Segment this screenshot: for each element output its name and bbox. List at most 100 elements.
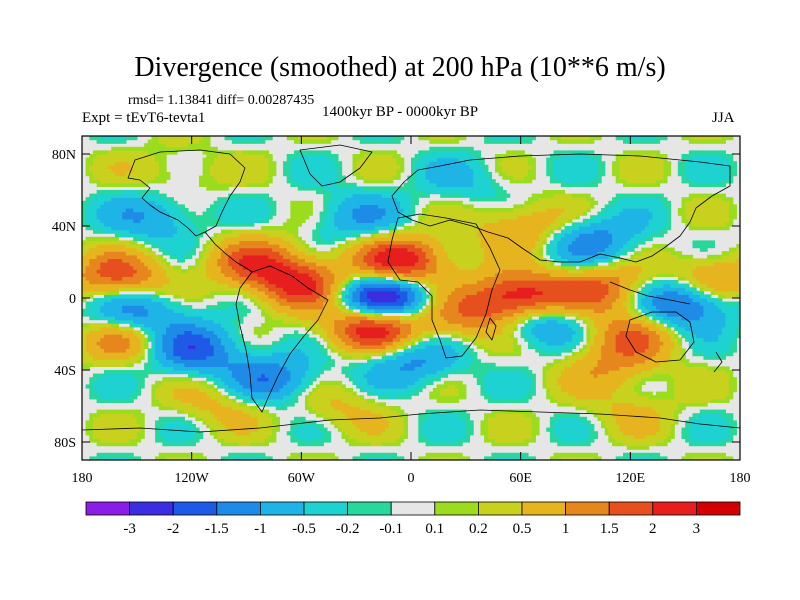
field-cell xyxy=(666,420,672,425)
field-cell xyxy=(626,337,631,342)
field-cell xyxy=(111,334,116,339)
field-cell xyxy=(195,398,200,403)
field-cell xyxy=(495,334,500,339)
field-cell xyxy=(703,362,708,367)
field-cell xyxy=(129,352,134,357)
field-cell xyxy=(257,452,262,457)
field-cell xyxy=(111,434,116,439)
field-cell xyxy=(476,330,482,335)
field-cell xyxy=(184,388,189,393)
field-cell xyxy=(378,344,383,349)
field-cell xyxy=(326,330,332,335)
field-cell xyxy=(659,413,664,418)
field-cell xyxy=(162,341,167,346)
field-cell xyxy=(385,424,390,429)
field-cell xyxy=(421,431,427,436)
field-cell xyxy=(725,352,730,357)
field-cell xyxy=(363,384,368,389)
field-cell xyxy=(593,452,599,457)
field-cell xyxy=(359,348,365,353)
field-cell xyxy=(209,348,215,353)
field-cell xyxy=(495,388,500,393)
field-cell xyxy=(425,416,430,421)
field-cell xyxy=(304,438,310,443)
field-cell xyxy=(568,370,573,375)
field-cell xyxy=(685,388,690,393)
field-cell xyxy=(524,413,529,418)
field-cell xyxy=(520,456,525,460)
field-cell xyxy=(564,370,569,375)
field-cell xyxy=(195,380,200,385)
field-cell xyxy=(630,424,635,429)
field-cell xyxy=(436,431,441,436)
field-cell xyxy=(114,326,120,331)
field-cell xyxy=(593,395,599,400)
field-cell xyxy=(418,348,423,353)
field-cell xyxy=(681,362,686,367)
field-cell xyxy=(400,337,405,342)
field-cell xyxy=(429,370,434,375)
field-cell xyxy=(586,427,591,432)
field-cell xyxy=(546,334,551,339)
field-cell xyxy=(231,420,237,425)
field-cell xyxy=(623,348,628,353)
field-cell xyxy=(652,452,657,457)
field-cell xyxy=(180,391,185,396)
field-cell xyxy=(114,452,120,457)
field-cell xyxy=(549,427,555,432)
field-cell xyxy=(524,420,529,425)
field-cell xyxy=(275,380,280,385)
field-cell xyxy=(699,424,705,429)
field-cell xyxy=(469,362,474,367)
field-cell xyxy=(443,337,449,342)
field-cell xyxy=(169,362,174,367)
field-cell xyxy=(688,341,694,346)
field-cell xyxy=(188,334,193,339)
field-cell xyxy=(191,391,196,396)
field-cell xyxy=(177,362,182,367)
field-cell xyxy=(612,373,617,378)
field-cell xyxy=(546,330,551,335)
field-cell xyxy=(209,344,215,349)
field-cell xyxy=(506,442,511,447)
field-cell xyxy=(688,402,694,407)
field-cell xyxy=(206,366,211,371)
field-cell xyxy=(235,373,240,378)
field-cell xyxy=(721,398,726,403)
field-cell xyxy=(217,352,222,357)
field-cell xyxy=(224,377,229,382)
field-cell xyxy=(315,344,321,349)
field-cell xyxy=(264,384,270,389)
field-cell xyxy=(220,373,226,378)
field-cell xyxy=(612,398,617,403)
field-cell xyxy=(370,330,376,335)
field-cell xyxy=(242,362,248,367)
field-cell xyxy=(421,352,427,357)
field-cell xyxy=(571,355,577,360)
field-cell xyxy=(557,452,562,457)
field-cell xyxy=(659,420,664,425)
field-cell xyxy=(294,456,299,460)
field-cell xyxy=(509,416,514,421)
field-cell xyxy=(283,352,288,357)
field-cell xyxy=(633,402,639,407)
field-cell xyxy=(429,348,434,353)
field-cell xyxy=(549,334,555,339)
field-cell xyxy=(608,402,613,407)
field-cell xyxy=(597,337,602,342)
field-cell xyxy=(100,326,105,331)
field-cell xyxy=(195,427,200,432)
field-cell xyxy=(451,362,456,367)
field-cell xyxy=(454,398,460,403)
field-cell xyxy=(188,442,193,447)
field-cell xyxy=(429,334,434,339)
field-cell xyxy=(100,398,105,403)
field-cell xyxy=(655,434,661,439)
field-cell xyxy=(133,438,138,443)
field-cell xyxy=(506,395,511,400)
field-cell xyxy=(615,391,620,396)
field-cell xyxy=(188,420,193,425)
field-cell xyxy=(337,334,343,339)
field-cell xyxy=(213,424,218,429)
field-cell xyxy=(166,380,171,385)
